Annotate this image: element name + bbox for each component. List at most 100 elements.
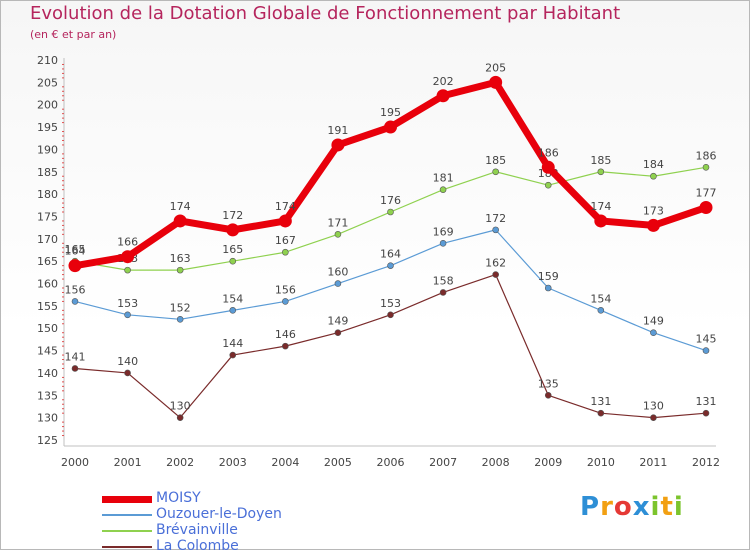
- legend-swatch: [102, 495, 152, 503]
- data-label: 195: [380, 106, 401, 119]
- logo-letter: t: [660, 492, 674, 522]
- data-label: 169: [433, 225, 454, 238]
- data-label: 154: [590, 292, 611, 305]
- data-label: 149: [327, 315, 348, 328]
- x-tick-label: 2009: [534, 456, 562, 469]
- data-point: [173, 214, 187, 228]
- legend-label: La Colombe: [156, 538, 239, 554]
- y-tick-label: 185: [37, 166, 58, 179]
- data-label: 149: [643, 315, 664, 328]
- data-point: [544, 391, 552, 399]
- logo-letter: o: [613, 492, 633, 522]
- data-label: 186: [696, 149, 717, 162]
- series-la-colombe: 141 140 130 144 146 149 153 158 162 135 131 130 131: [65, 257, 717, 421]
- logo-letter: i: [673, 492, 684, 522]
- data-label: 141: [65, 350, 86, 363]
- y-tick-label: 210: [37, 54, 58, 67]
- data-point: [439, 186, 447, 193]
- data-label: 145: [696, 333, 717, 346]
- data-label: 162: [485, 257, 506, 270]
- data-point: [544, 284, 552, 292]
- y-tick-label: 170: [37, 233, 58, 246]
- data-label: 154: [222, 292, 243, 305]
- y-tick-label: 175: [37, 210, 58, 223]
- data-label: 164: [65, 245, 86, 258]
- y-tick-label: 130: [37, 412, 58, 425]
- data-label: 174: [170, 200, 191, 213]
- x-tick-label: 2004: [271, 456, 299, 469]
- chart-title: Evolution de la Dotation Globale de Fonc…: [30, 3, 621, 24]
- data-label: 140: [117, 355, 138, 368]
- logo-letter: r: [600, 492, 614, 522]
- y-tick-label: 190: [37, 143, 58, 156]
- x-tick-label: 2006: [377, 456, 405, 469]
- data-label: 186: [538, 146, 559, 159]
- data-label: 191: [327, 124, 348, 137]
- data-label: 152: [170, 301, 191, 314]
- data-point: [702, 409, 710, 417]
- legend-label: Ouzouer-le-Doyen: [156, 506, 282, 522]
- data-point: [226, 223, 240, 237]
- data-label: 166: [117, 236, 138, 249]
- proxiti-logo: Proxiti: [580, 492, 684, 522]
- data-label: 181: [433, 172, 454, 185]
- series-ouzouer-le-doyen: 156 153 152 154 156 160 164 169 172 159 154 149 145: [65, 212, 717, 354]
- data-point: [282, 248, 289, 256]
- data-label: 156: [275, 283, 296, 296]
- data-point: [176, 315, 184, 323]
- data-label: 131: [590, 395, 611, 408]
- data-label: 172: [485, 212, 506, 225]
- legend-swatch: [102, 546, 152, 548]
- y-tick-label: 125: [37, 434, 58, 447]
- legend-swatch: [102, 530, 152, 532]
- data-point: [541, 160, 555, 174]
- data-point: [489, 75, 503, 89]
- data-point: [387, 311, 394, 319]
- data-label: 131: [696, 395, 717, 408]
- data-point: [71, 365, 79, 372]
- data-point: [439, 289, 447, 296]
- data-label: 205: [485, 61, 506, 74]
- data-point: [597, 409, 605, 417]
- y-tick-label: 160: [37, 278, 58, 291]
- x-tick-label: 2002: [166, 456, 194, 469]
- data-label: 174: [590, 200, 611, 213]
- data-label: 164: [380, 248, 401, 261]
- y-tick-label: 205: [37, 76, 58, 89]
- y-tick-label: 155: [37, 300, 58, 313]
- y-tick-label: 135: [37, 389, 58, 402]
- data-label: 165: [222, 243, 243, 256]
- x-tick-label: 2011: [639, 456, 667, 469]
- data-point: [702, 347, 710, 354]
- data-label: 171: [327, 216, 348, 229]
- data-label: 144: [222, 337, 243, 350]
- x-tick-label: 2001: [114, 456, 142, 469]
- data-point: [124, 266, 131, 274]
- x-tick-label: 2010: [587, 456, 615, 469]
- data-label: 202: [433, 75, 454, 88]
- y-tick-label: 165: [37, 255, 58, 268]
- data-point: [699, 201, 713, 215]
- data-label: 153: [380, 297, 401, 310]
- data-point: [492, 226, 499, 234]
- data-label: 130: [170, 400, 191, 413]
- data-label: 156: [65, 283, 86, 296]
- data-point: [384, 120, 397, 134]
- y-tick-label: 180: [37, 188, 58, 201]
- data-point: [68, 259, 82, 273]
- data-point: [229, 351, 237, 359]
- logo-letter: x: [632, 492, 651, 522]
- y-tick-label: 195: [37, 121, 58, 134]
- data-label: 176: [380, 194, 401, 207]
- data-point: [387, 262, 394, 269]
- data-point: [492, 271, 499, 278]
- x-tick-label: 2003: [219, 456, 247, 469]
- y-tick-label: 145: [37, 345, 58, 358]
- x-tick-label: 2008: [482, 456, 510, 469]
- data-point: [597, 168, 605, 176]
- data-label: 163: [170, 252, 191, 265]
- data-label: 174: [275, 200, 296, 213]
- data-label: 185: [590, 154, 611, 167]
